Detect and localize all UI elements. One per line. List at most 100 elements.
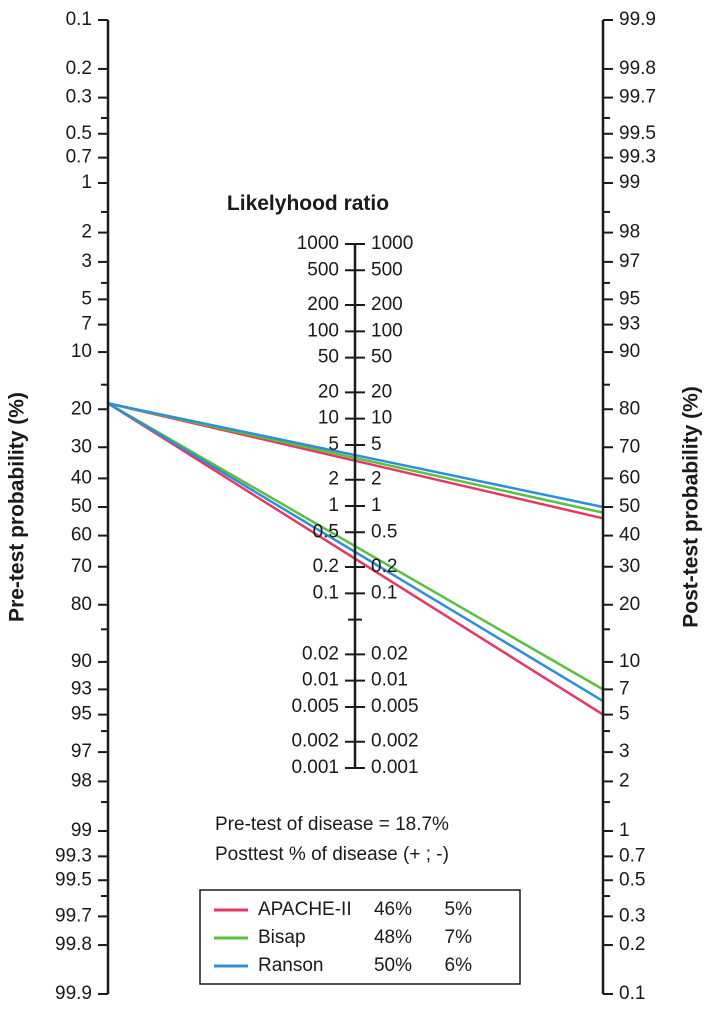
right-tick-label: 3 — [619, 741, 630, 762]
left-tick-label: 3 — [81, 251, 92, 272]
center-tick-label: 0.1 — [313, 582, 339, 603]
left-tick-label: 99.3 — [55, 845, 92, 866]
center-tick-label: 0.005 — [291, 696, 339, 717]
right-tick-label: 90 — [619, 341, 640, 362]
center-tick-label: 0.2 — [313, 556, 339, 577]
center-tick-label: 0.02 — [302, 643, 339, 664]
left-tick-label: 90 — [71, 651, 92, 672]
right-tick-label: 30 — [619, 556, 640, 577]
center-tick-label: 200 — [371, 294, 403, 315]
legend-pos: 48% — [374, 927, 412, 948]
right-tick-label: 99.7 — [619, 87, 656, 108]
left-tick-label: 0.2 — [66, 58, 92, 79]
right-tick-label: 99.9 — [619, 9, 656, 30]
left-tick-label: 2 — [81, 222, 92, 243]
right-tick-label: 99.5 — [619, 123, 656, 144]
legend-neg: 7% — [445, 927, 473, 948]
left-tick-label: 60 — [71, 525, 92, 546]
center-tick-label: 10 — [318, 408, 339, 429]
center-tick-label: 0.001 — [291, 757, 339, 778]
center-tick-label: 0.5 — [371, 521, 397, 542]
right-axis-title: Post-test probability (%) — [680, 386, 703, 628]
center-tick-label: 0.01 — [371, 670, 408, 691]
right-tick-label: 0.7 — [619, 845, 645, 866]
left-tick-label: 97 — [71, 741, 92, 762]
left-tick-label: 5 — [81, 288, 92, 309]
left-tick-label: 30 — [71, 436, 92, 457]
center-tick-label: 1 — [328, 495, 339, 516]
center-tick-label: 200 — [307, 294, 339, 315]
center-tick-label: 0.002 — [371, 731, 419, 752]
left-tick-label: 50 — [71, 496, 92, 517]
center-tick-label: 0.001 — [371, 757, 419, 778]
center-tick-label: 5 — [371, 434, 382, 455]
right-tick-label: 70 — [619, 436, 640, 457]
center-tick-label: 0.005 — [371, 696, 419, 717]
left-tick-label: 99 — [71, 820, 92, 841]
left-tick-label: 98 — [71, 770, 92, 791]
center-tick-label: 0.002 — [291, 731, 339, 752]
note-posttest: Posttest % of disease (+ ; -) — [215, 844, 449, 865]
left-tick-label: 70 — [71, 556, 92, 577]
left-tick-label: 93 — [71, 678, 92, 699]
center-tick-label: 0.02 — [371, 643, 408, 664]
right-tick-label: 0.2 — [619, 934, 645, 955]
center-tick-label: 0.2 — [371, 556, 397, 577]
left-tick-label: 7 — [81, 314, 92, 335]
left-tick-label: 0.3 — [66, 87, 92, 108]
right-tick-label: 50 — [619, 496, 640, 517]
center-tick-label: 100 — [307, 320, 339, 341]
right-tick-label: 5 — [619, 704, 630, 725]
center-tick-label: 5 — [328, 434, 339, 455]
right-tick-label: 0.5 — [619, 869, 645, 890]
center-tick-label: 2 — [371, 469, 382, 490]
center-tick-label: 10 — [371, 408, 392, 429]
left-tick-label: 99.8 — [55, 934, 92, 955]
right-tick-label: 99.8 — [619, 58, 656, 79]
right-tick-label: 80 — [619, 398, 640, 419]
left-tick-label: 10 — [71, 341, 92, 362]
right-tick-label: 60 — [619, 467, 640, 488]
left-tick-label: 20 — [71, 398, 92, 419]
center-tick-label: 20 — [371, 381, 392, 402]
legend-name: Ranson — [258, 955, 324, 976]
center-tick-label: 0.01 — [302, 670, 339, 691]
right-tick-label: 20 — [619, 594, 640, 615]
right-tick-label: 10 — [619, 651, 640, 672]
center-tick-label: 1 — [371, 495, 382, 516]
center-axis-title: Likelyhood ratio — [227, 192, 389, 215]
legend-pos: 50% — [374, 955, 412, 976]
right-tick-label: 2 — [619, 770, 630, 791]
legend-name: Bisap — [258, 927, 306, 948]
left-axis-title: Pre-test probability (%) — [6, 392, 29, 622]
center-tick-label: 0.5 — [313, 521, 339, 542]
right-tick-label: 95 — [619, 288, 640, 309]
center-tick-label: 1000 — [297, 233, 339, 254]
right-tick-label: 1 — [619, 820, 630, 841]
legend-neg: 5% — [445, 899, 473, 920]
center-tick-label: 1000 — [371, 233, 413, 254]
right-tick-label: 97 — [619, 251, 640, 272]
center-tick-label: 2 — [328, 469, 339, 490]
left-tick-label: 99.5 — [55, 869, 92, 890]
left-tick-label: 40 — [71, 467, 92, 488]
center-tick-label: 100 — [371, 320, 403, 341]
right-tick-label: 99 — [619, 172, 640, 193]
left-tick-label: 99.7 — [55, 905, 92, 926]
center-tick-label: 0.1 — [371, 582, 397, 603]
left-tick-label: 0.5 — [66, 123, 92, 144]
fagan-nomogram: 0.1 0.2 0.3 0.5 0.7 1 2 3 5 7 10 20 30 40 50 60 70 80 90 93… — [0, 0, 709, 1014]
right-tick-label: 0.3 — [619, 905, 645, 926]
legend-pos: 46% — [374, 899, 412, 920]
center-tick-label: 500 — [371, 259, 403, 280]
center-tick-label: 20 — [318, 381, 339, 402]
center-tick-label: 50 — [318, 347, 339, 368]
right-tick-label: 40 — [619, 525, 640, 546]
note-pretest: Pre-test of disease = 18.7% — [215, 814, 449, 835]
center-tick-label: 50 — [371, 347, 392, 368]
left-tick-label: 0.7 — [66, 147, 92, 168]
left-tick-label: 0.1 — [66, 9, 92, 30]
legend-name: APACHE-II — [258, 899, 352, 920]
legend-neg: 6% — [445, 955, 473, 976]
right-tick-label: 98 — [619, 222, 640, 243]
